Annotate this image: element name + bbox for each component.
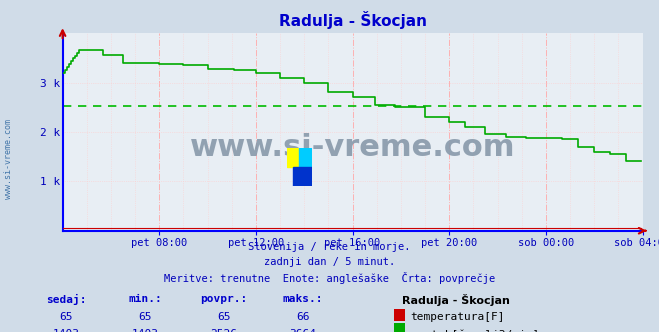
Bar bbox=[287, 148, 299, 167]
Text: 66: 66 bbox=[297, 312, 310, 322]
Text: 65: 65 bbox=[138, 312, 152, 322]
Text: zadnji dan / 5 minut.: zadnji dan / 5 minut. bbox=[264, 257, 395, 267]
Text: min.:: min.: bbox=[128, 294, 162, 304]
Text: pretok[čevelj3/min]: pretok[čevelj3/min] bbox=[411, 329, 539, 332]
Text: Meritve: trenutne  Enote: anglešaške  Črta: povprečje: Meritve: trenutne Enote: anglešaške Črta… bbox=[164, 272, 495, 284]
Text: www.si-vreme.com: www.si-vreme.com bbox=[4, 120, 13, 199]
Text: Slovenija / reke in morje.: Slovenija / reke in morje. bbox=[248, 242, 411, 252]
Text: maks.:: maks.: bbox=[283, 294, 324, 304]
Title: Radulja - Škocjan: Radulja - Škocjan bbox=[279, 11, 426, 29]
Text: Radulja - Škocjan: Radulja - Škocjan bbox=[402, 294, 510, 306]
Text: 1403: 1403 bbox=[53, 329, 79, 332]
Bar bbox=[299, 148, 312, 167]
Text: temperatura[F]: temperatura[F] bbox=[411, 312, 505, 322]
Text: 65: 65 bbox=[59, 312, 72, 322]
Text: 65: 65 bbox=[217, 312, 231, 322]
Text: povpr.:: povpr.: bbox=[200, 294, 248, 304]
Text: www.si-vreme.com: www.si-vreme.com bbox=[190, 133, 515, 162]
Text: 2526: 2526 bbox=[211, 329, 237, 332]
Bar bbox=[293, 167, 312, 186]
Text: 3664: 3664 bbox=[290, 329, 316, 332]
Text: 1403: 1403 bbox=[132, 329, 158, 332]
Text: sedaj:: sedaj: bbox=[45, 294, 86, 305]
